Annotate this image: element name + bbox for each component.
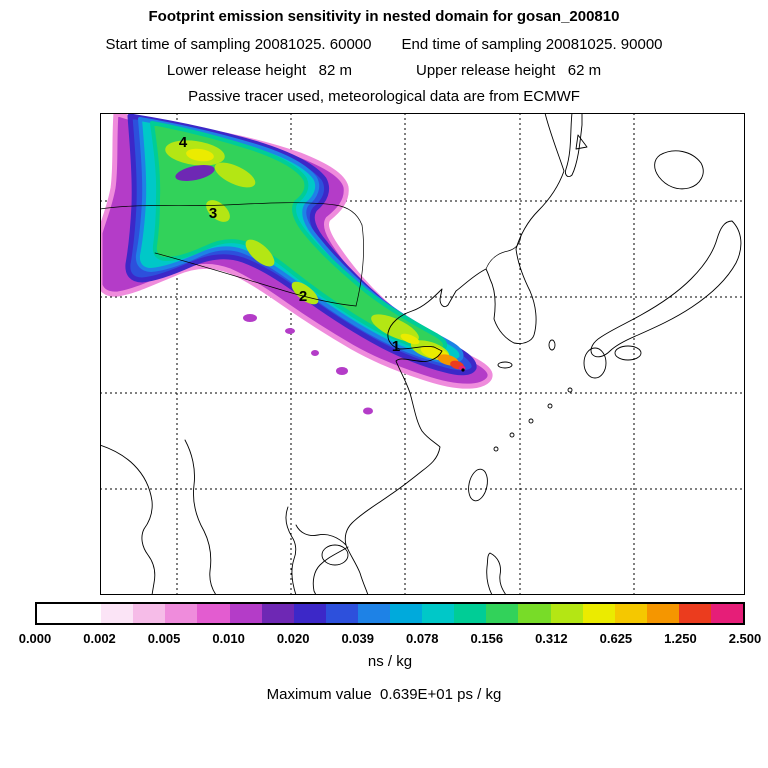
colorbar-tick-label: 0.625	[599, 631, 633, 646]
island-honshu	[590, 220, 742, 358]
colorbar-segment	[229, 604, 262, 623]
maximum-value-text: Maximum value 0.639E+01 ps / kg	[266, 686, 502, 703]
colorbar-segment	[486, 604, 519, 623]
island-kyushu	[583, 347, 607, 379]
plume-purple-speckles	[243, 314, 373, 415]
colorbar-segment	[454, 604, 487, 623]
island-taiwan	[468, 468, 488, 502]
island-hainan	[321, 544, 349, 566]
station-marker	[461, 368, 465, 372]
colorbar-segment	[357, 604, 391, 623]
border-north	[99, 202, 363, 226]
map-svg: 4 3 2 1	[97, 110, 745, 596]
island-small	[575, 134, 588, 150]
colorbar-tick-label: 0.005	[147, 631, 181, 646]
border-indochina	[295, 524, 347, 546]
coastline-sakhalin	[565, 112, 583, 178]
islands-ryukyu	[493, 387, 573, 452]
colorbar-tick-label: 0.002	[83, 631, 116, 646]
sensitivity-plume	[97, 110, 493, 415]
colorbar-ticks: 0.000 0.002 0.005 0.010 0.020 0.039 0.078 0.156…	[0, 631, 768, 648]
colorbar-segment	[293, 604, 326, 623]
map-border	[100, 113, 745, 595]
colorbar-tick-label: 0.312	[535, 631, 568, 646]
plume-purple-hole	[175, 164, 215, 182]
sampling-end-text: End time of sampling 20081025. 90000	[401, 36, 663, 53]
island-shikoku	[614, 345, 642, 361]
colorbar-segment	[101, 604, 134, 623]
trajectory-day-label: 1	[392, 338, 400, 355]
colorbar-tick-label: 0.000	[18, 631, 52, 646]
colorbar-segment	[390, 604, 423, 623]
island-hokkaido	[654, 150, 704, 190]
coastline-bengal	[99, 444, 156, 596]
border-northeast-china	[355, 224, 364, 307]
colorbar-tick-label: 2.500	[728, 631, 762, 646]
trajectory-day-label: 2	[299, 288, 307, 305]
colorbar-segment	[261, 604, 294, 623]
island-tsushima	[548, 339, 556, 351]
island-luzon	[486, 552, 507, 596]
sampling-start-text: Start time of sampling 20081025. 60000	[105, 36, 372, 53]
sampling-times-row: Start time of sampling 20081025. 60000 E…	[0, 36, 768, 53]
colorbar-segment	[710, 604, 744, 623]
colorbar-segment	[646, 604, 679, 623]
country-borders	[99, 202, 522, 307]
colorbar-tick-label: 0.010	[212, 631, 245, 646]
colorbar-segment	[197, 604, 230, 623]
colorbar-segment	[582, 604, 615, 623]
border-korea-north	[485, 233, 522, 270]
colorbar-segment	[614, 604, 647, 623]
colorbar-tick-label: 0.020	[276, 631, 310, 646]
colorbar-segment	[165, 604, 198, 623]
lower-release-text: Lower release height 82 m	[166, 62, 352, 79]
coastlines	[99, 112, 742, 596]
island-jeju	[497, 361, 513, 369]
tracer-info-text: Passive tracer used, meteorological data…	[188, 88, 580, 105]
trajectory-day-label: 3	[209, 205, 217, 222]
colorbar-segment	[69, 604, 102, 623]
border-mongolia-south	[154, 252, 357, 307]
map-panel: 4 3 2 1	[97, 110, 745, 596]
colorbar	[35, 602, 745, 625]
colorbar-segment	[422, 604, 455, 623]
colorbar-tick-label: 0.078	[405, 631, 439, 646]
figure-title: Footprint emission sensitivity in nested…	[148, 8, 620, 25]
coastline-gulf-thailand-east	[312, 546, 349, 596]
colorbar-segment	[550, 604, 583, 623]
colorbar-segment	[518, 604, 551, 623]
colorbar-tick-label: 0.039	[341, 631, 374, 646]
colorbar-tick-label: 1.250	[664, 631, 697, 646]
coastline-gulf-thailand-west	[285, 506, 297, 596]
coastline-myanmar	[184, 439, 217, 596]
colorbar-segment	[133, 604, 166, 623]
coastline-mainland	[344, 112, 565, 596]
upper-release-text: Upper release height 62 m	[416, 62, 602, 79]
colorbar-segment	[37, 604, 70, 623]
colorbar-units-label: ns / kg	[367, 653, 413, 670]
colorbar-tick-label: 0.156	[470, 631, 504, 646]
trajectory-day-label: 4	[179, 134, 188, 151]
release-heights-row: Lower release height 82 m Upper release …	[0, 62, 768, 79]
colorbar-segment	[678, 604, 711, 623]
colorbar-segment	[325, 604, 358, 623]
